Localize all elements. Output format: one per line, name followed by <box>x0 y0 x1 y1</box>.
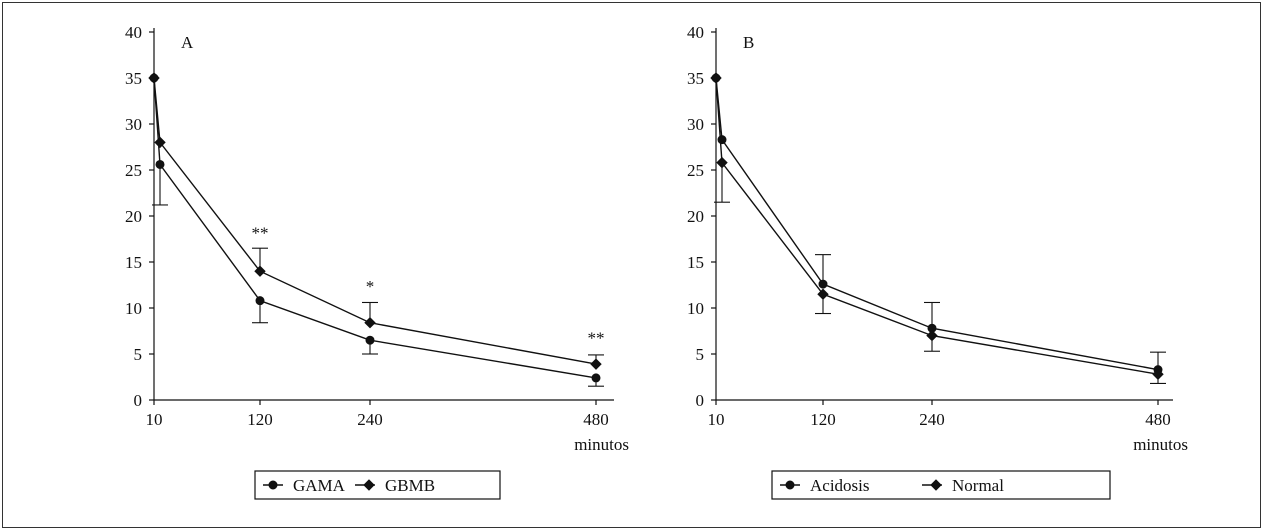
panel-a-series-gama <box>149 73 604 387</box>
panel-b-data-point <box>717 135 727 145</box>
panel-b-data-point <box>817 288 829 300</box>
panel-b-series-acidosis <box>711 73 1166 375</box>
panel-a-y-tick-label: 10 <box>125 299 142 318</box>
panel-a-legend-label: GAMA <box>293 476 346 495</box>
panel-a-y-tick-label: 15 <box>125 253 142 272</box>
panel-b-legend-marker <box>785 480 795 490</box>
panel-b-x-axis-label: minutos <box>1133 435 1188 454</box>
panel-a-y-tick-label: 35 <box>125 69 142 88</box>
panel-b-x-tick-label: 240 <box>919 410 945 429</box>
panel-a-series-line <box>153 77 597 379</box>
panel-b-data-point <box>716 156 728 169</box>
panel-a-y-tick-label: 40 <box>125 23 142 42</box>
panel-a-data-point <box>154 136 166 149</box>
panel-a-x-tick-label: 10 <box>146 410 163 429</box>
panel-a-y-tick-label: 0 <box>134 391 143 410</box>
panel-b-data-point <box>818 279 828 289</box>
panel-a-legend-marker <box>363 479 375 491</box>
panel-b-panel-label: B <box>743 33 754 52</box>
panel-a-data-point <box>254 265 266 277</box>
panel-a-legend <box>254 470 501 500</box>
panel-b-legend-marker <box>930 479 942 491</box>
panel-a-significance-mark: ** <box>252 224 269 243</box>
panel-a-x-axis-label: minutos <box>574 435 629 454</box>
panel-b-y-tick-label: 0 <box>696 391 705 410</box>
panel-a-x-tick-label: 120 <box>247 410 273 429</box>
panel-a-y-tick-label: 30 <box>125 115 142 134</box>
panel-b-y-tick-label: 15 <box>687 253 704 272</box>
panel-a-significance-mark: * <box>366 277 375 296</box>
panel-a-legend-marker <box>268 480 278 490</box>
panel-b-y-tick-label: 5 <box>696 345 705 364</box>
panel-b-data-point <box>1152 368 1164 380</box>
panel-a-data-point <box>591 373 601 383</box>
panel-b-x-tick-label: 480 <box>1145 410 1171 429</box>
panel-a-legend-label: GBMB <box>385 476 435 495</box>
panel-b-series-line <box>715 77 1159 371</box>
panel-a-data-point <box>590 358 602 370</box>
panel-a-series-line <box>153 77 597 365</box>
panel-a-x-tick-label: 480 <box>583 410 609 429</box>
panel-a-y-tick-label: 5 <box>134 345 143 364</box>
panel-a-y-tick-label: 20 <box>125 207 142 226</box>
panel-a-data-point <box>148 72 160 84</box>
panel-a-data-point <box>365 335 375 345</box>
panel-a-y-tick-label: 25 <box>125 161 142 180</box>
panel-a-data-point <box>255 296 265 306</box>
panel-a-data-point <box>364 317 376 329</box>
panel-b-y-tick-label: 30 <box>687 115 704 134</box>
panel-b-y-tick-label: 10 <box>687 299 704 318</box>
panel-b-series-normal <box>710 72 1166 384</box>
panel-a-panel-label: A <box>181 33 194 52</box>
panel-a-significance-mark: ** <box>588 328 605 347</box>
panel-b-data-point <box>926 329 938 342</box>
panel-a-data-point <box>155 159 165 169</box>
panel-b-y-tick-label: 40 <box>687 23 704 42</box>
panel-b-y-tick-label: 20 <box>687 207 704 226</box>
panel-b-legend-label: Acidosis <box>810 476 870 495</box>
panel-b-legend-label: Normal <box>952 476 1004 495</box>
panel-a-x-tick-label: 240 <box>357 410 383 429</box>
panel-b-x-tick-label: 10 <box>708 410 725 429</box>
panel-b-x-tick-label: 120 <box>810 410 836 429</box>
panel-b-y-tick-label: 35 <box>687 69 704 88</box>
panel-b-y-tick-label: 25 <box>687 161 704 180</box>
panel-b-data-point <box>710 72 722 84</box>
panel-a-series-gbmb <box>148 72 604 370</box>
